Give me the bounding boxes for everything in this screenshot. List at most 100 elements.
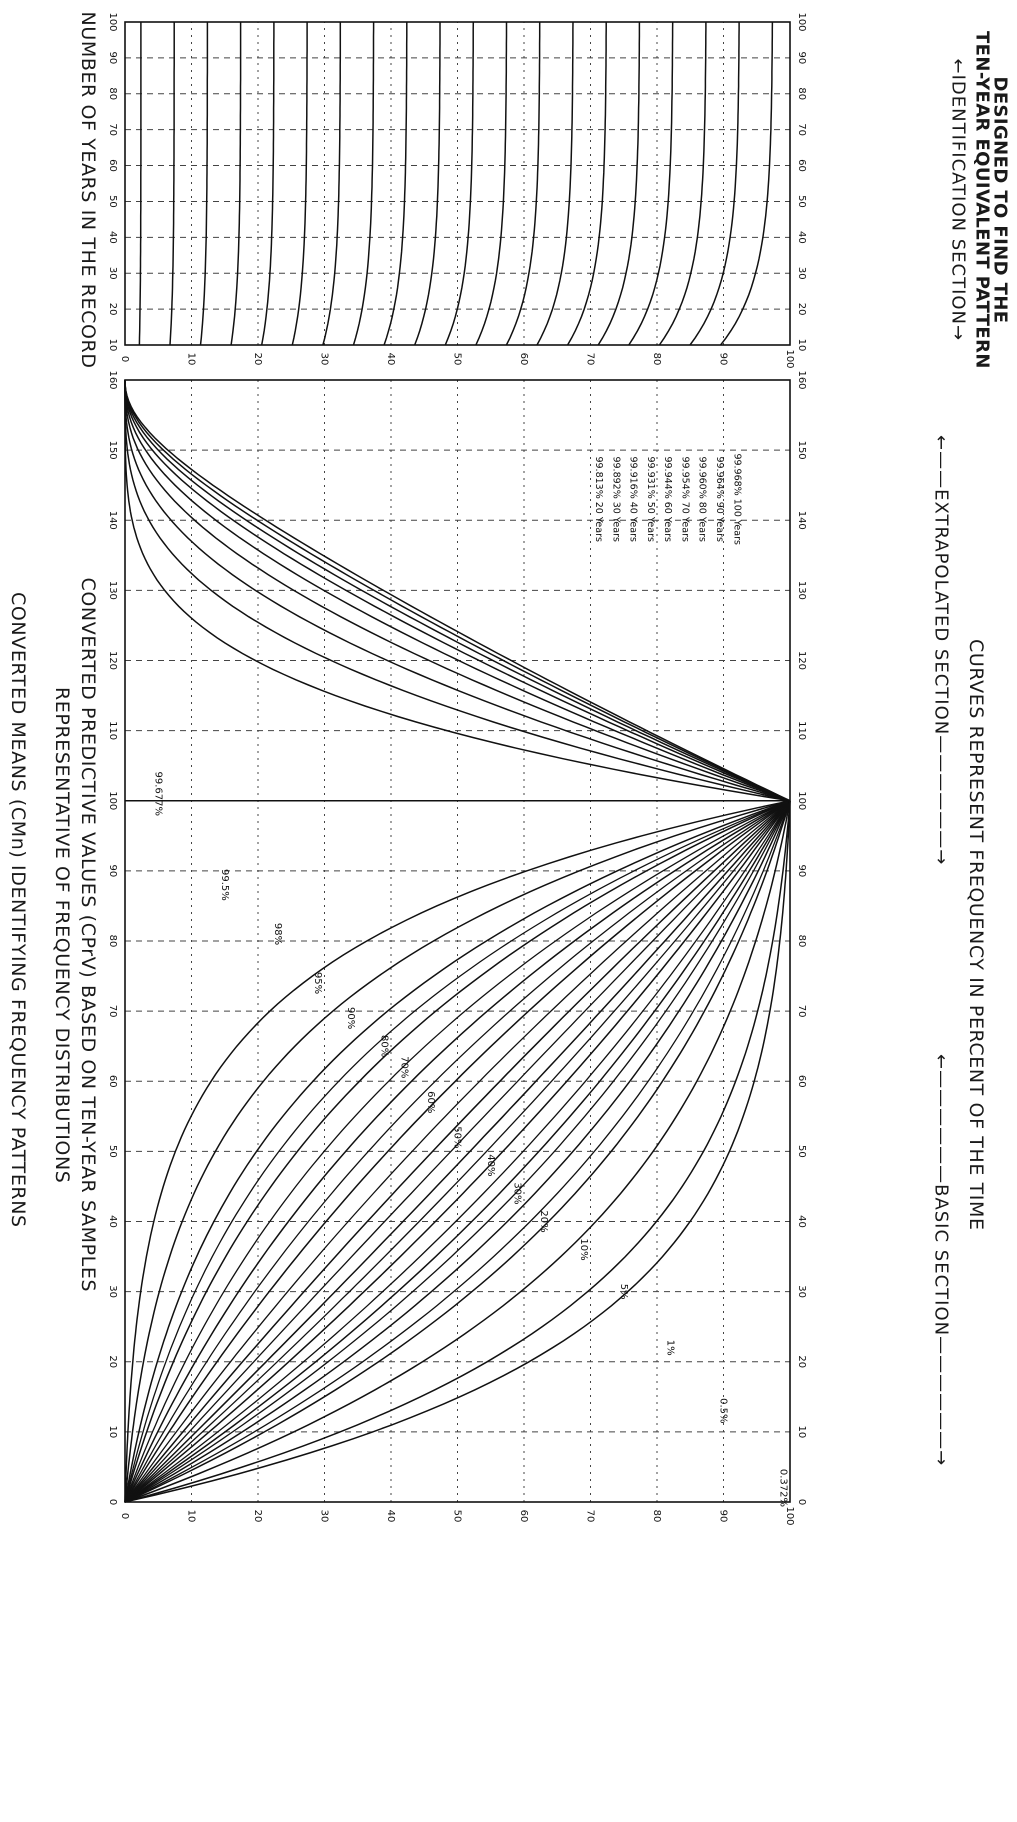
ident-curve-16 xyxy=(628,21,674,346)
basic-curve-unlabeled-8 xyxy=(124,800,791,1503)
x-tick-left-120: 120 xyxy=(796,651,807,670)
basic-curve-6 xyxy=(124,800,791,1503)
ident-x-tick-right-30: 30 xyxy=(107,267,118,280)
legend-entry-3: 99.954% 70 Years xyxy=(679,456,690,542)
curve-label-1: 0.5% xyxy=(718,1398,729,1423)
x-tick-right-50: 50 xyxy=(107,1145,118,1158)
x-tick-right-70: 70 xyxy=(107,1005,118,1018)
identification-title-line1: DESIGNED TO FIND THE xyxy=(989,76,1011,324)
x-tick-right-40: 40 xyxy=(107,1215,118,1228)
curve-label-14: 98% xyxy=(272,923,283,945)
basic-curve-12 xyxy=(124,800,791,1503)
basic-curve-2 xyxy=(124,800,791,1503)
extrapolated-curve-2 xyxy=(124,380,791,802)
ident-x-tick-left-100: 100 xyxy=(796,12,807,31)
main-plot-frame xyxy=(124,379,791,1503)
ident-x-tick-right-10: 10 xyxy=(107,339,118,352)
x-tick-left-50: 50 xyxy=(796,1145,807,1158)
ident-y-tick-0: 0 xyxy=(119,356,130,362)
curve-label-11: 80% xyxy=(378,1035,389,1057)
basic-curve-10 xyxy=(124,800,791,1503)
extrapolated-section-label: ←——EXTRAPOLATED SECTION——————→ xyxy=(930,435,952,866)
curve-label-5: 20% xyxy=(538,1210,549,1232)
ident-curve-6 xyxy=(322,22,342,346)
ident-curve-10 xyxy=(444,21,475,346)
y-tick-60: 60 xyxy=(518,1510,529,1523)
ident-x-tick-left-20: 20 xyxy=(796,303,807,316)
x-tick-left-30: 30 xyxy=(796,1285,807,1298)
y-tick-0: 0 xyxy=(119,1513,130,1519)
basic-curve-14 xyxy=(124,800,791,1503)
legend-entry-8: 99.813% 20 Years xyxy=(593,456,604,542)
basic-section-label: ←——————BASIC SECTION——————→ xyxy=(930,1054,952,1467)
ident-x-tick-right-40: 40 xyxy=(107,231,118,244)
x-tick-left-70: 70 xyxy=(796,1005,807,1018)
basic-curve-unlabeled-7 xyxy=(124,800,791,1503)
legend-entry-6: 99.916% 40 Years xyxy=(628,456,639,542)
y-tick-50: 50 xyxy=(452,1510,463,1523)
ident-curve-9 xyxy=(413,22,441,346)
ident-y-tick-100: 100 xyxy=(784,349,795,368)
y-tick-30: 30 xyxy=(319,1510,330,1523)
curve-label-9: 60% xyxy=(425,1091,436,1113)
x-tick-right-160: 160 xyxy=(107,370,118,389)
years-axis-label: NUMBER OF YEARS IN THE RECORD xyxy=(77,11,99,369)
y-tick-100: 100 xyxy=(784,1506,795,1525)
basic-curve-4 xyxy=(124,800,791,1503)
legend-entry-5: 99.931% 50 Years xyxy=(645,456,656,542)
x-tick-right-120: 120 xyxy=(107,651,118,670)
curve-label-16: 99.677% xyxy=(152,771,163,816)
plot-frames xyxy=(124,21,791,1503)
curve-label-15: 99.5% xyxy=(219,869,230,901)
x-tick-left-160: 160 xyxy=(796,370,807,389)
curve-label-7: 40% xyxy=(485,1154,496,1176)
ident-curve-17 xyxy=(658,22,707,346)
x-tick-left-20: 20 xyxy=(796,1355,807,1368)
ident-x-tick-right-80: 80 xyxy=(107,87,118,100)
extrapolated-curve-6 xyxy=(124,379,791,802)
ident-curve-2 xyxy=(199,22,209,346)
basic-curve-unlabeled-1 xyxy=(124,800,791,1503)
ident-curve-7 xyxy=(352,22,375,346)
ident-y-tick-30: 30 xyxy=(319,353,330,366)
ident-y-tick-90: 90 xyxy=(718,353,729,366)
basic-curve-9 xyxy=(124,800,791,1503)
legend-entry-0: 99.968% 100 Years xyxy=(731,453,742,545)
x-tick-right-100: 100 xyxy=(107,791,118,810)
x-tick-right-90: 90 xyxy=(107,865,118,878)
x-tick-right-80: 80 xyxy=(107,935,118,948)
x-tick-left-80: 80 xyxy=(796,935,807,948)
x-tick-right-130: 130 xyxy=(107,581,118,600)
legend: 99.968% 100 Years 99.964% 90 Years 99.960%… xyxy=(593,453,742,545)
ident-x-tick-left-90: 90 xyxy=(796,52,807,65)
identification-section-label: ←IDENTIFICATION SECTION→ xyxy=(947,58,969,342)
x-tick-right-140: 140 xyxy=(107,511,118,530)
ident-curve-18 xyxy=(689,22,740,346)
ident-curve-3 xyxy=(230,22,242,346)
ident-x-tick-right-50: 50 xyxy=(107,195,118,208)
x-tick-right-10: 10 xyxy=(107,1426,118,1439)
basic-curve-5 xyxy=(124,800,791,1503)
curve-label-13: 95% xyxy=(312,972,323,994)
ident-x-tick-right-60: 60 xyxy=(107,159,118,172)
ident-x-tick-right-100: 100 xyxy=(107,12,118,31)
basic-section-text: BASIC SECTION xyxy=(930,1184,952,1337)
legend-entry-7: 99.892% 30 Years xyxy=(610,456,621,542)
ident-curve-14 xyxy=(566,22,607,346)
extrapolated-curve-7 xyxy=(124,379,791,802)
extrapolated-curve-9 xyxy=(124,379,791,802)
x-tick-right-20: 20 xyxy=(107,1355,118,1368)
basic-curve-unlabeled-3 xyxy=(124,800,791,1503)
ident-curve-11 xyxy=(475,22,508,346)
ident-curve-0 xyxy=(138,22,142,346)
legend-entry-1: 99.964% 90 Years xyxy=(714,456,725,542)
ident-y-tick-20: 20 xyxy=(252,353,263,366)
x-tick-left-90: 90 xyxy=(796,865,807,878)
basic-curve-unlabeled-0 xyxy=(124,800,791,1503)
x-tick-left-150: 150 xyxy=(796,441,807,460)
ident-y-tick-60: 60 xyxy=(518,353,529,366)
basic-curve-unlabeled-6 xyxy=(124,800,791,1503)
